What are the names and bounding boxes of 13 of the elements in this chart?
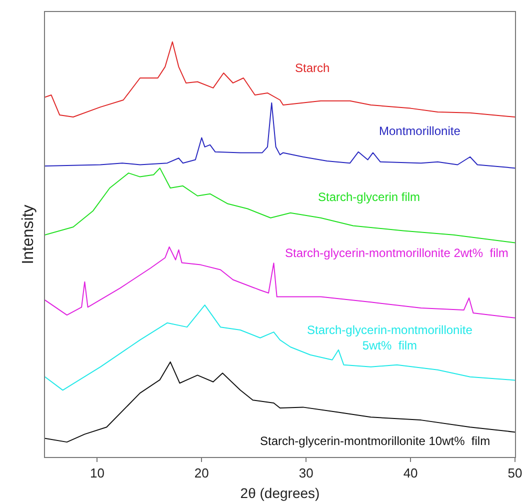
x-tick-label: 50 bbox=[508, 466, 522, 481]
series-label: Starch-glycerin-montmorillonite 5wt% film bbox=[307, 323, 473, 353]
series-label: Starch-glycerin film bbox=[318, 190, 420, 204]
x-tick-label: 10 bbox=[90, 466, 104, 481]
x-tick-label: 40 bbox=[403, 466, 418, 481]
series-label: Starch-glycerin-montmorillonite 10wt% film bbox=[260, 434, 490, 448]
x-axis-title: 2θ (degrees) bbox=[240, 484, 320, 501]
x-tick-label: 20 bbox=[194, 466, 209, 481]
text: Starch bbox=[295, 61, 330, 75]
series-label: Montmorillonite bbox=[379, 124, 461, 138]
series-label: Starch-glycerin-montmorillonite 2wt% film bbox=[285, 246, 508, 260]
x-tick-label: 30 bbox=[298, 466, 314, 481]
y-axis-title: Intensity bbox=[20, 204, 37, 264]
